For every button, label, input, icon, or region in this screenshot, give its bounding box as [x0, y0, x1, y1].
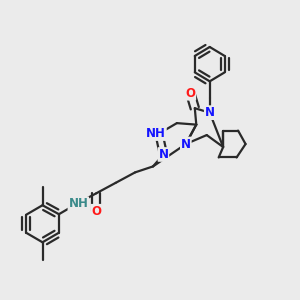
- Text: N: N: [205, 106, 215, 119]
- Text: N: N: [181, 137, 191, 151]
- Text: NH: NH: [146, 127, 166, 140]
- Text: N: N: [158, 148, 168, 161]
- Text: O: O: [91, 205, 101, 218]
- Text: O: O: [185, 87, 195, 100]
- Text: NH: NH: [68, 197, 88, 210]
